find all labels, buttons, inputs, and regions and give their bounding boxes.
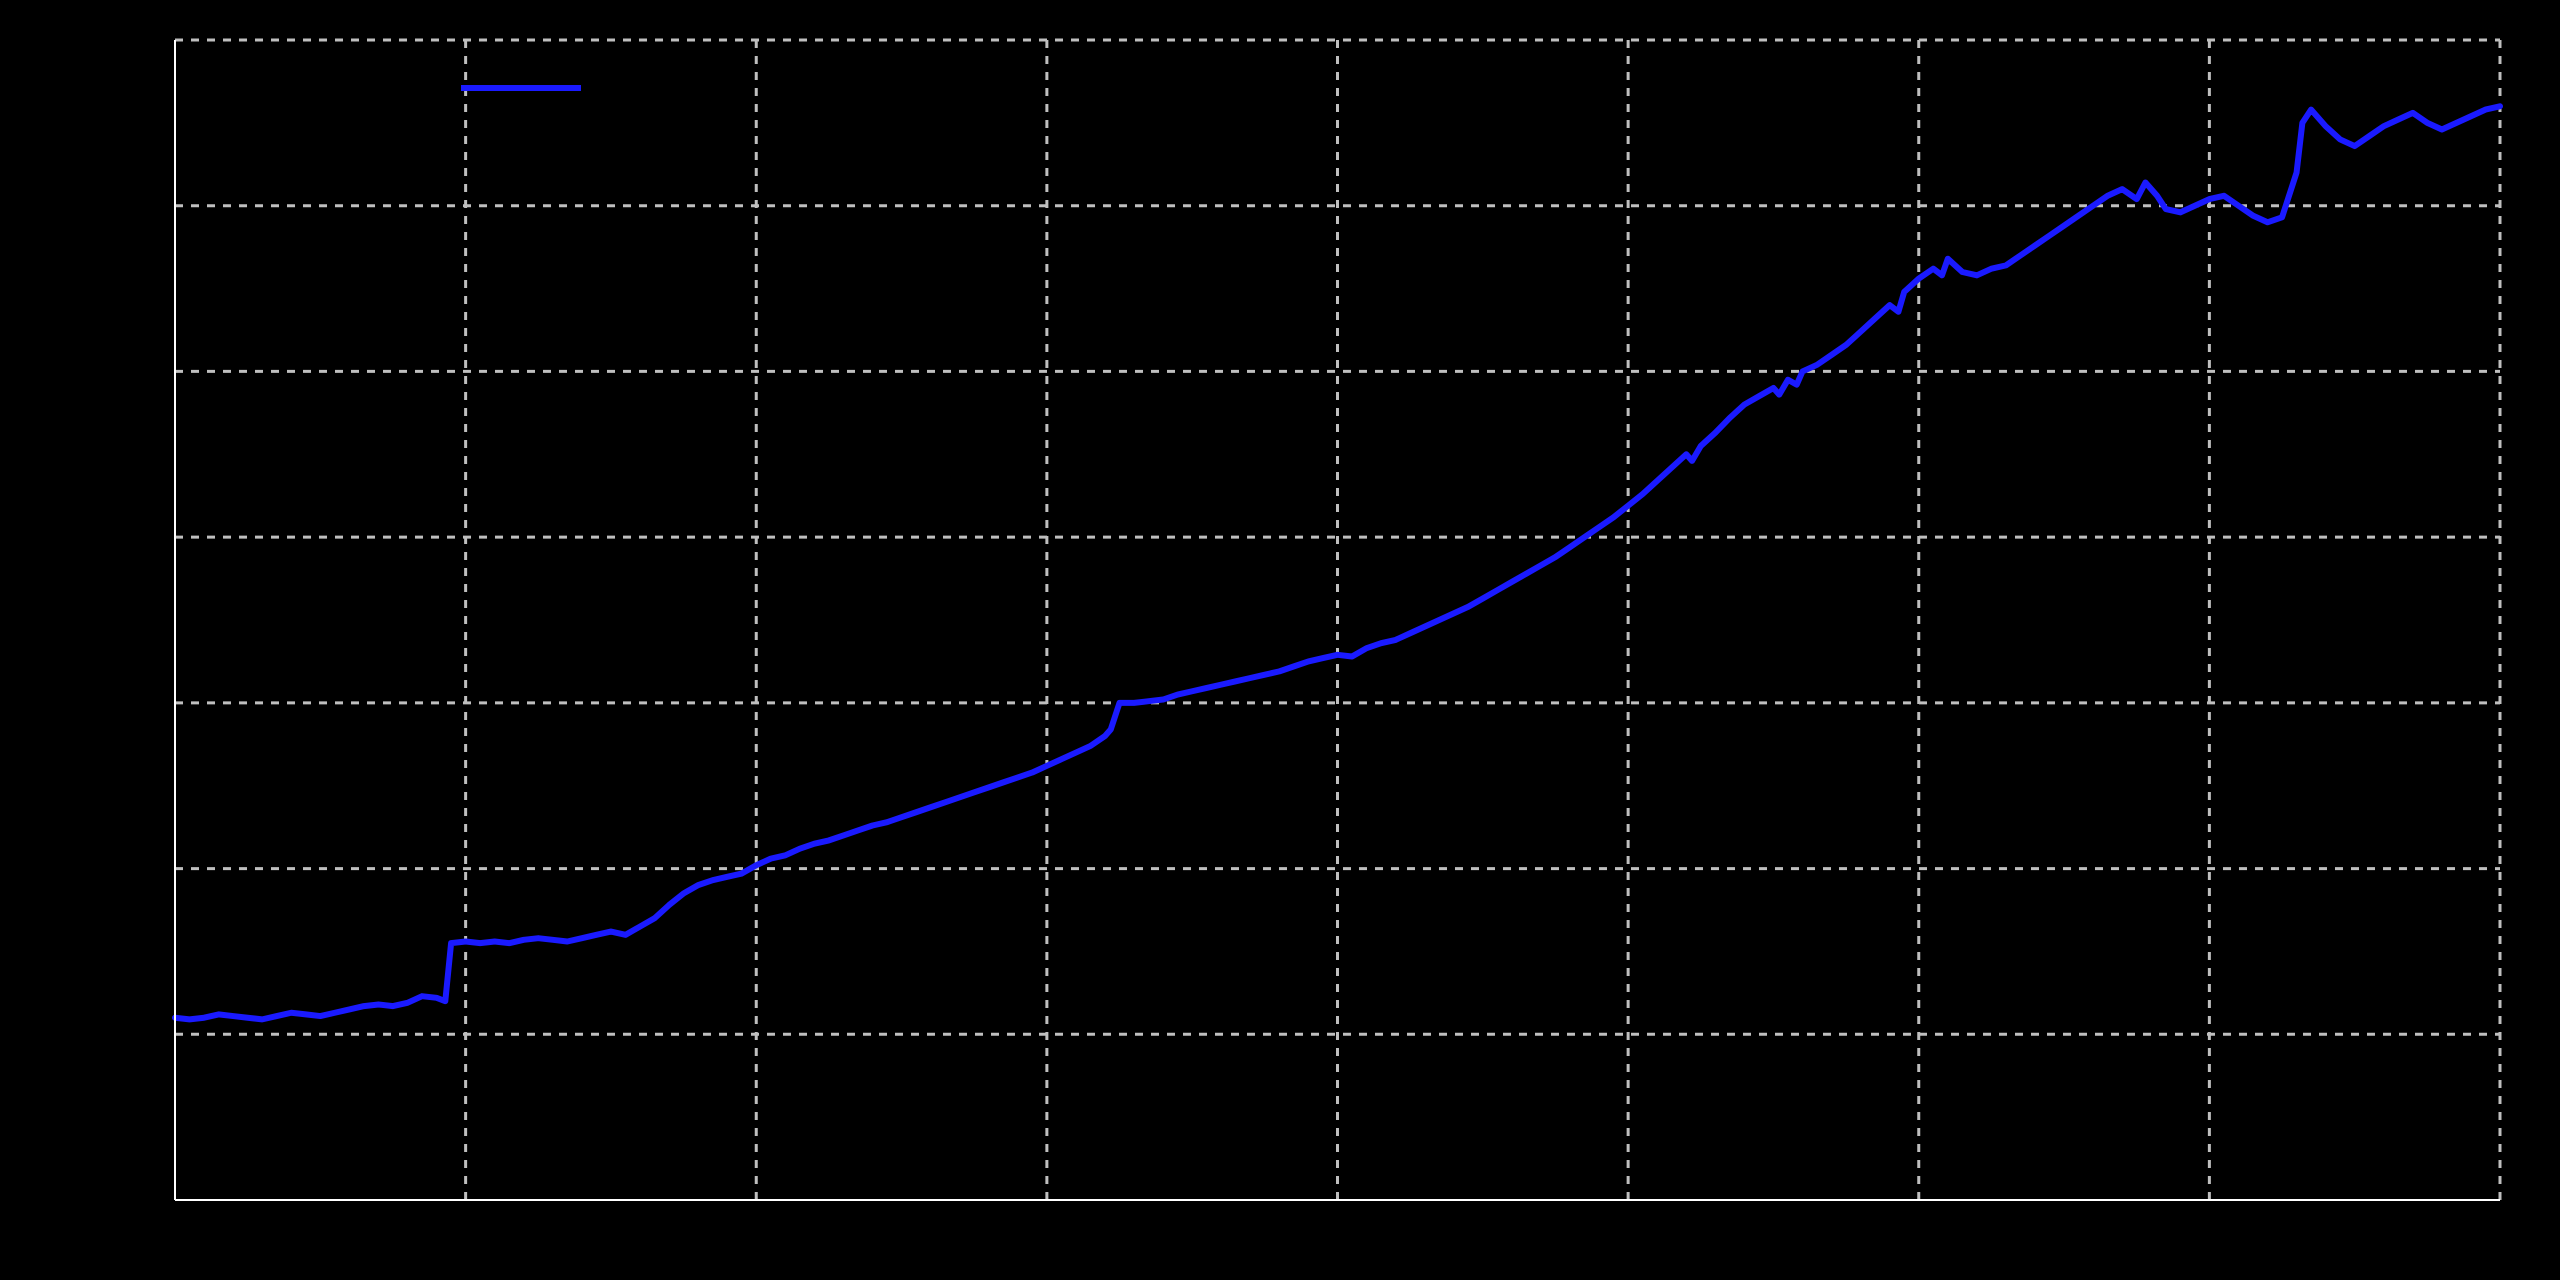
line-chart [0,0,2560,1280]
